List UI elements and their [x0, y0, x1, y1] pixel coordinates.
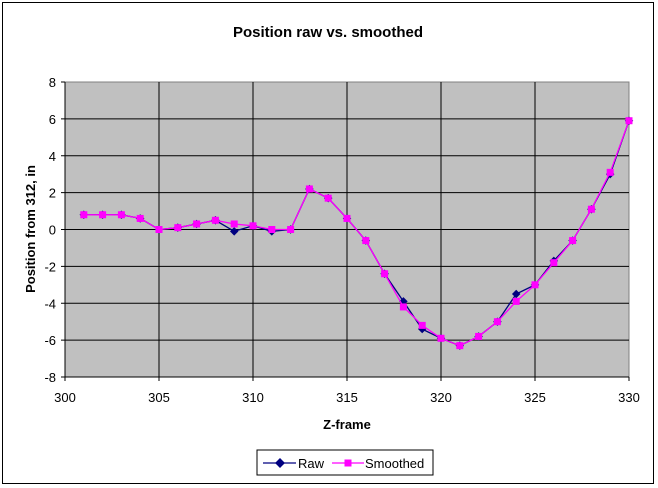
y-tick-label: 6 [49, 112, 56, 127]
smoothed-point [475, 332, 483, 340]
x-tick-label: 325 [524, 390, 546, 405]
series-layer [79, 116, 634, 350]
smoothed-point [268, 226, 276, 233]
smoothed-point [249, 222, 257, 230]
y-tick-label: 2 [49, 186, 56, 201]
smoothed-point [381, 270, 389, 278]
smoothed-point [136, 214, 144, 222]
smoothed-point [305, 185, 313, 193]
y-tick-label: 0 [49, 223, 56, 238]
y-tick-label: -4 [44, 296, 56, 311]
x-tick-label: 320 [430, 390, 452, 405]
smoothed-point [193, 220, 201, 228]
smoothed-point [287, 226, 295, 233]
smoothed-point [80, 211, 88, 219]
smoothed-point [418, 321, 426, 329]
smoothed-point [512, 297, 520, 305]
gridlines [65, 82, 629, 377]
smoothed-point [362, 237, 370, 245]
smoothed-point [343, 214, 351, 222]
x-tick-label: 330 [618, 390, 640, 405]
y-tick-labels: -8 -6 -4 -2 0 2 4 6 8 [44, 75, 56, 385]
smoothed-point [531, 281, 539, 289]
x-tick-label: 315 [336, 390, 358, 405]
x-tick-label: 300 [54, 390, 76, 405]
smoothed-point [550, 259, 558, 267]
x-tick-label: 305 [148, 390, 170, 405]
x-axis-title: Z-frame [323, 417, 371, 432]
smoothed-point [99, 211, 107, 219]
smoothed-point [493, 318, 501, 326]
legend-smoothed-label: Smoothed [365, 456, 424, 471]
y-tick-label: -6 [44, 333, 56, 348]
y-tick-label: -8 [44, 370, 56, 385]
y-tick-label: -2 [44, 259, 56, 274]
smoothed-point [456, 342, 464, 350]
legend-raw-label: Raw [298, 456, 325, 471]
smoothed-point [324, 194, 332, 202]
legend: Raw Smoothed [256, 449, 434, 476]
raw-point [511, 289, 521, 299]
smoothed-point [437, 334, 445, 342]
axes [61, 81, 630, 381]
smoothed-point [625, 117, 633, 125]
smoothed-point [230, 220, 238, 228]
x-tick-labels: 300 305 310 315 320 325 330 [54, 390, 640, 405]
smoothed-point [117, 211, 125, 219]
smoothed-point [399, 303, 407, 311]
smoothed-point [569, 237, 577, 245]
smoothed-point [587, 205, 595, 213]
x-tick-label: 310 [242, 390, 264, 405]
y-tick-label: 8 [49, 75, 56, 90]
chart-title: Position raw vs. smoothed [233, 24, 423, 41]
smoothed-point [174, 224, 182, 232]
smoothed-point [606, 168, 614, 176]
y-axis-title: Position from 312, in [23, 165, 38, 293]
smoothed-point [211, 216, 219, 224]
y-tick-label: 4 [49, 149, 56, 164]
legend-raw-marker [275, 458, 285, 468]
legend-smoothed-marker [344, 459, 352, 467]
raw-point [229, 227, 239, 236]
smoothed-point [155, 226, 163, 233]
